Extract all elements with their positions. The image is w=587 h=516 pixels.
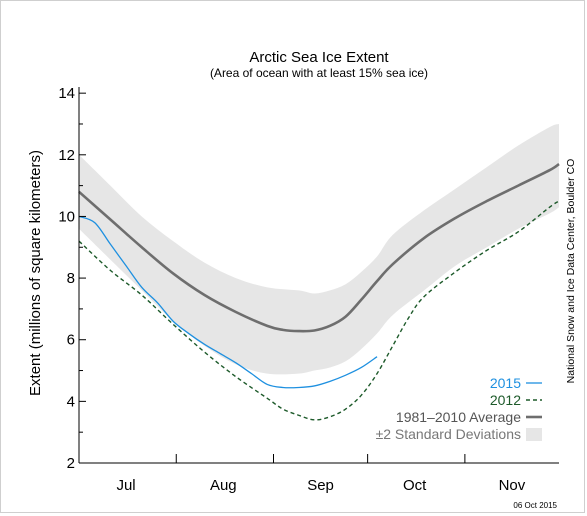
y-tick-label-10: 10 — [58, 208, 75, 225]
date-stamp: 06 Oct 2015 — [513, 501, 557, 510]
series-line-1981-2010-average — [78, 162, 560, 333]
legend-label-2-standard-deviations: ±2 Standard Deviations — [376, 426, 521, 442]
x-tick-label-oct: Oct — [403, 477, 427, 494]
y-tick-label-4: 4 — [67, 393, 75, 410]
series-line-2015 — [78, 215, 378, 389]
credit-text: National Snow and Ice Data Center, Bould… — [565, 159, 577, 384]
legend-label-2015: 2015 — [490, 375, 521, 391]
legend-swatch-2-standard-deviations — [526, 428, 542, 441]
y-tick-label-12: 12 — [58, 147, 75, 164]
chart-subtitle: (Area of ocean with at least 15% sea ice… — [210, 66, 428, 80]
std-dev-band — [79, 123, 559, 375]
y-axis-label: Extent (millions of square kilometers) — [27, 150, 44, 396]
y-tick-label-6: 6 — [67, 332, 75, 349]
legend-label-2012: 2012 — [490, 392, 521, 408]
y-tick-label-2: 2 — [67, 455, 75, 472]
x-tick-label-nov: Nov — [499, 477, 526, 494]
chart-title: Arctic Sea Ice Extent — [249, 49, 389, 66]
y-tick-label-8: 8 — [67, 270, 75, 287]
y-tick-label-14: 14 — [58, 85, 75, 102]
x-tick-label-aug: Aug — [210, 477, 237, 494]
legend-label-1981-2010-average: 1981–2010 Average — [396, 409, 521, 425]
series-line-2012 — [78, 200, 560, 421]
x-tick-label-jul: Jul — [116, 477, 135, 494]
x-tick-label-sep: Sep — [307, 477, 334, 494]
